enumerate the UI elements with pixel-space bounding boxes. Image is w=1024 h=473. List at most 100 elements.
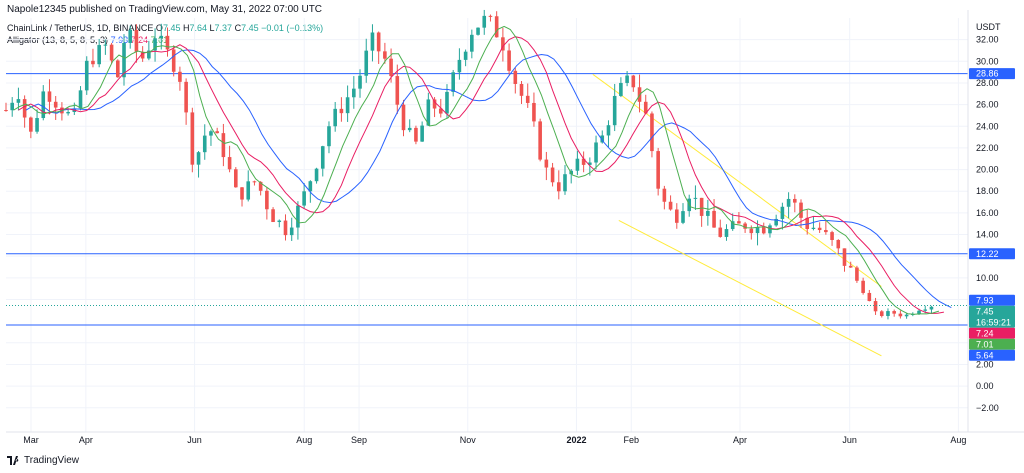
candle-body <box>730 221 735 230</box>
candle-body <box>563 174 567 192</box>
lips-value: 7.01 <box>150 35 169 45</box>
candle-body <box>575 158 580 171</box>
candle-body <box>451 72 455 92</box>
candle-body <box>122 42 126 78</box>
candle-body <box>879 311 884 316</box>
candle-body <box>457 59 462 73</box>
candle-body <box>550 167 555 183</box>
candle-body <box>47 91 52 102</box>
candle-body <box>904 314 909 317</box>
price-axis: USDT 32.00 30.00 28.00 26.00 24.00 22.00 20.00 1… <box>967 0 1024 434</box>
x-tick-label: Apr <box>733 435 747 445</box>
price-label-bg <box>969 349 1015 361</box>
candle-body <box>463 51 468 60</box>
candle-body <box>115 60 120 78</box>
chart-legend: ChainLink / TetherUS, 1D, BINANCE O7.45 … <box>7 22 323 46</box>
y-tick-label: 14.00 <box>976 230 999 240</box>
candle-body <box>805 217 810 229</box>
candle-body <box>84 60 89 91</box>
candle-body <box>376 32 381 52</box>
candle-body <box>234 169 238 188</box>
price-label-text: 7.45 <box>976 306 994 316</box>
candle-body <box>786 198 791 207</box>
y-tick-label: 16.00 <box>976 208 999 218</box>
indicator-row: Alligator (13, 8, 5, 8, 5, 3) 7.93 7.24 … <box>7 34 323 46</box>
price-label-bg <box>969 68 1015 80</box>
ohlc-open-label: O <box>155 23 163 33</box>
candle-body <box>507 50 511 71</box>
y-tick-label: 8.00 <box>976 294 994 304</box>
x-tick-label: Jun <box>842 435 857 445</box>
price-axis-bg <box>968 0 1024 434</box>
candle-body <box>476 27 480 35</box>
candle-body <box>830 232 834 240</box>
candle-body <box>556 182 561 192</box>
y-tick-label: 4.00 <box>976 338 994 348</box>
candle-body <box>432 99 437 109</box>
candle-body <box>929 306 934 310</box>
y-tick-label: 12.00 <box>976 251 999 261</box>
candle-body <box>861 280 865 293</box>
candle-body <box>258 181 263 191</box>
descending-channel <box>592 73 882 357</box>
candle-body <box>743 223 747 229</box>
candle-body <box>600 135 605 143</box>
candle-body <box>923 309 928 311</box>
candle-body <box>178 71 182 82</box>
candle-body <box>196 152 201 165</box>
candle-body <box>407 127 412 131</box>
y-tick-label: 0.00 <box>976 381 994 391</box>
y-tick-label: −2.00 <box>976 403 999 413</box>
candle-body <box>22 99 27 118</box>
candle-body <box>333 108 337 127</box>
candle-body <box>339 108 344 114</box>
change-value: −0.01 (−0.13%) <box>261 23 324 33</box>
x-tick-label: Sep <box>351 435 367 445</box>
candle-body <box>283 220 288 236</box>
candle-body <box>265 190 269 210</box>
tradingview-brand: TradingView <box>24 455 80 466</box>
candle-body <box>836 239 841 249</box>
y-tick-label: 32.00 <box>976 35 999 45</box>
candle-body <box>612 95 617 126</box>
y-tick-label: 24.00 <box>976 121 999 131</box>
candle-body <box>10 102 15 111</box>
x-tick-label: Mar <box>23 435 39 445</box>
candle-body <box>202 135 207 153</box>
tradingview-logo-icon <box>7 456 19 465</box>
x-tick-label: Jun <box>187 435 202 445</box>
price-label-text: 7.24 <box>976 328 994 338</box>
candle-body <box>588 162 592 165</box>
candle-body <box>246 181 251 200</box>
price-label-bg <box>969 305 1015 328</box>
candle-body <box>569 170 574 175</box>
candle-body <box>637 87 642 102</box>
candle-body <box>817 227 822 231</box>
candle-body <box>395 76 400 105</box>
x-tick-label: Feb <box>624 435 640 445</box>
candle-body <box>768 225 772 234</box>
horizontal-levels <box>6 73 968 326</box>
alligator-lips-line <box>13 25 940 315</box>
candle-body <box>209 131 213 136</box>
symbol-label[interactable]: ChainLink / TetherUS, 1D, BINANCE <box>7 23 154 33</box>
candle-body <box>352 88 356 98</box>
candle-body <box>53 101 58 108</box>
candle-body <box>898 313 903 317</box>
candle-body <box>724 229 729 237</box>
y-tick-label: 26.00 <box>976 100 999 110</box>
candle-body <box>302 191 306 206</box>
candle-body <box>519 83 524 96</box>
candle-body <box>66 111 70 114</box>
candle-body <box>674 209 679 223</box>
candle-body <box>525 95 530 103</box>
candle-body <box>501 37 505 51</box>
price-label-bg <box>969 327 1015 339</box>
candle-body <box>358 75 362 89</box>
candle-body <box>544 159 549 168</box>
candle-body <box>488 15 493 17</box>
indicator-label[interactable]: Alligator (13, 8, 5, 8, 5, 3) <box>7 35 109 45</box>
candle-body <box>296 205 300 228</box>
